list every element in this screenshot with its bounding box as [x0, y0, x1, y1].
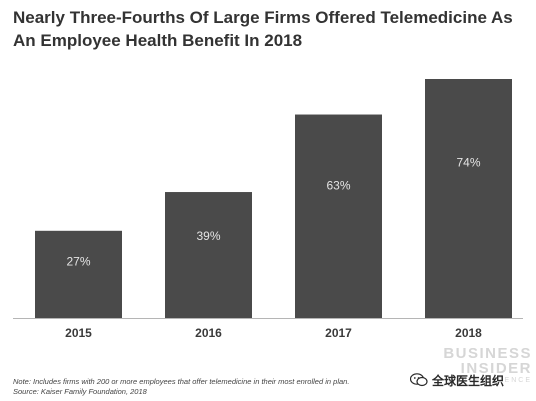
data-label-2016: 39%	[196, 229, 220, 243]
wechat-icon	[410, 373, 428, 387]
source-text: Source: Kaiser Family Foundation, 2018	[13, 387, 147, 396]
x-tick-label-2017: 2017	[325, 326, 352, 340]
bar-2017	[295, 114, 382, 318]
logo-line-1: BUSINESS	[443, 345, 532, 362]
bar-2018	[425, 79, 512, 318]
logo-line-2: INSIDER	[460, 360, 532, 377]
bar-2016	[165, 192, 252, 318]
x-tick-labels-layer: 2015 2016 2017 2018	[65, 326, 482, 340]
x-tick-label-2018: 2018	[455, 326, 482, 340]
logo-subline: INTELLIGENCE	[457, 377, 532, 384]
data-label-2018: 74%	[456, 156, 480, 170]
watermark-text: 全球医生组织	[432, 373, 505, 388]
x-tick-label-2015: 2015	[65, 326, 92, 340]
bar-2015	[35, 230, 122, 318]
note-text: Note: Includes firms with 200 or more em…	[13, 377, 350, 386]
watermark: 全球医生组织	[410, 370, 504, 390]
bars-layer	[35, 79, 512, 318]
chart-title: Nearly Three-Fourths Of Large Firms Offe…	[13, 8, 513, 50]
footnotes: Note: Includes firms with 200 or more em…	[13, 377, 423, 397]
data-label-2017: 63%	[326, 179, 350, 193]
data-labels-layer: 27% 39% 63% 74%	[66, 156, 480, 269]
business-insider-logo: BUSINESS INSIDER INTELLIGENCE	[436, 345, 532, 384]
x-tick-label-2016: 2016	[195, 326, 222, 340]
data-label-2015: 27%	[66, 254, 90, 268]
